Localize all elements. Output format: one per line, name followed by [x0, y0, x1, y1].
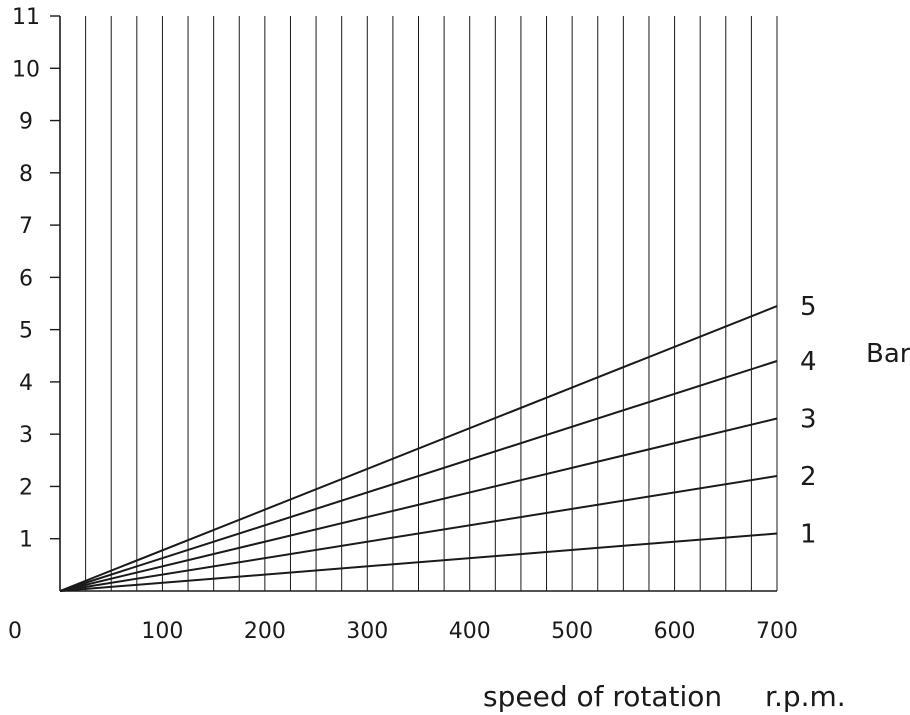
- series-label-3: 3: [800, 405, 817, 435]
- y-tick-label: 6: [19, 266, 33, 291]
- y-tick-label: 2: [19, 475, 33, 500]
- y-tick-label: 11: [12, 5, 40, 30]
- series-line-1: [59, 532, 778, 592]
- series-line-2: [59, 475, 778, 592]
- x-tick-label: 200: [244, 619, 286, 644]
- grid: [50, 15, 778, 592]
- x-tick-label: 100: [141, 619, 183, 644]
- y-tick-label: 1: [19, 528, 33, 553]
- x-tick-label: 0: [8, 619, 22, 644]
- y-tick-label: 3: [19, 423, 33, 448]
- series-label-2: 2: [800, 462, 817, 492]
- x-tick-label: 500: [551, 619, 593, 644]
- series-label-1: 1: [800, 520, 817, 550]
- y-axis-tick-labels: 1 2 3 4 5 6 7 8 9 10 11: [12, 5, 40, 553]
- series-unit-label: Bar: [866, 339, 910, 369]
- x-tick-label: 300: [346, 619, 388, 644]
- series-labels: 1 2 3 4 5: [800, 292, 817, 549]
- x-axis-unit: r.p.m.: [765, 680, 846, 713]
- x-axis-tick-labels: 0 100 200 300 400 500 600 700: [8, 619, 798, 644]
- x-tick-label: 400: [449, 619, 491, 644]
- x-tick-label: 600: [654, 619, 696, 644]
- series-label-5: 5: [800, 292, 817, 322]
- y-tick-label: 9: [19, 110, 33, 135]
- x-tick-label: 700: [756, 619, 798, 644]
- y-tick-label: 5: [19, 319, 33, 344]
- y-tick-label: 7: [19, 214, 33, 239]
- series-line-3: [59, 417, 778, 592]
- y-tick-label: 10: [12, 57, 40, 82]
- y-tick-label: 4: [19, 371, 33, 396]
- series-label-4: 4: [800, 347, 817, 377]
- series-lines: [59, 305, 778, 592]
- series-line-5: [59, 305, 778, 592]
- y-tick-label: 8: [19, 162, 33, 187]
- x-axis-label: speed of rotation: [483, 680, 722, 713]
- series-line-4: [59, 360, 778, 592]
